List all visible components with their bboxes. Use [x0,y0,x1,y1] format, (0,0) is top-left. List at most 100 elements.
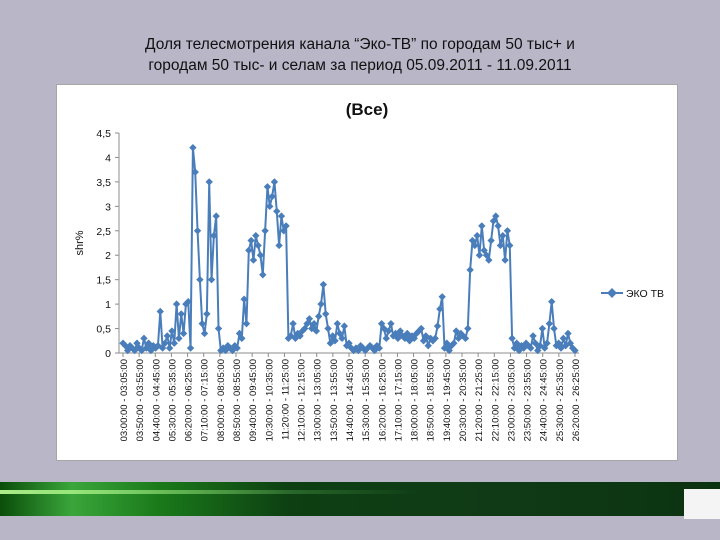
data-point [263,183,272,191]
slide-title-line-1: Доля телесмотрения канала “Эко-ТВ” по го… [145,36,575,53]
data-point [214,324,223,333]
data-point [186,344,195,352]
data-point [473,231,481,240]
y-axis-label: shr% [74,230,86,255]
data-point [508,334,516,343]
x-tick-label: 24:40:00 - 24:45:00 [539,359,550,441]
data-point [266,202,274,211]
data-point [207,275,216,284]
x-tick-label: 25:30:00 - 25:35:00 [555,359,566,441]
data-point [273,207,281,215]
x-tick-label: 16:20:00 - 16:25:00 [377,359,388,441]
legend-point-marker [607,288,617,298]
data-point [464,324,472,333]
slide-title: Доля телесмотрения канала “Эко-ТВ” по го… [0,34,720,76]
decorative-green-band [0,482,720,516]
x-tick-label: 17:10:00 - 17:15:00 [393,359,404,441]
data-point [242,319,251,328]
data-point [193,227,202,235]
data-point [254,241,262,250]
data-point [196,275,204,284]
x-tick-label: 18:00:00 - 18:05:00 [410,359,421,441]
data-point [256,251,265,259]
x-tick-label: 04:40:00 - 04:45:00 [151,359,162,441]
data-point [247,236,255,245]
data-point [471,241,479,250]
x-tick-label: 19:40:00 - 19:45:00 [442,359,453,441]
data-point [282,222,290,230]
y-tick-label: 4 [105,152,111,164]
y-tick-label: 2 [105,250,111,262]
series-line-eko-tv [122,146,576,352]
decorative-corner-block [684,489,720,519]
decorative-light-streak [0,490,420,494]
data-point [177,310,185,318]
data-point [163,332,171,340]
data-point [466,266,474,274]
y-tick-group: 0 0,5 1 1,5 2 2,5 3 3,5 4 4,5 [96,128,119,360]
data-point [270,178,279,186]
x-tick-label: 08:00:00 - 08:05:00 [216,359,227,441]
data-point [433,322,442,330]
y-tick-label: 0 [105,348,111,360]
data-point [259,271,267,279]
data-point [340,322,349,330]
data-point [571,346,579,355]
data-point [387,319,395,328]
data-point [317,300,325,308]
data-point [240,295,248,303]
data-point [487,236,495,245]
x-tick-label: 05:30:00 - 05:35:00 [167,359,178,441]
data-point [179,329,188,338]
data-point [189,143,197,152]
data-point [140,334,148,343]
x-tick-group: 03:00:00 - 03:05:00 03:50:00 - 03:55:00 04… [119,353,582,441]
x-tick-label: 06:20:00 - 06:25:00 [184,359,195,441]
x-tick-label: 15:30:00 - 15:35:00 [361,359,372,441]
data-point [461,334,470,343]
y-tick-label: 4,5 [96,128,111,140]
data-point [212,212,220,220]
chart-area: (Все) shr% 0 0,5 1 1,5 2 2,5 3 3,5 4 4,5 03:00:00… [56,84,678,461]
data-point [538,324,547,333]
line-chart: (Все) shr% 0 0,5 1 1,5 2 2,5 3 3,5 4 4,5 03:00:00… [74,100,664,441]
y-tick-label: 1,5 [96,275,111,287]
data-point [249,256,258,264]
x-tick-label: 03:00:00 - 03:05:00 [119,359,130,441]
data-point [200,329,209,338]
data-point [312,327,321,335]
x-tick-label: 11:20:00 - 11:25:00 [280,359,291,440]
data-point [156,307,164,316]
data-point [175,334,183,343]
data-point [436,305,444,313]
data-point [203,310,211,318]
y-tick-label: 0,5 [96,324,111,336]
data-point [268,192,276,201]
x-tick-label: 07:10:00 - 07:15:00 [200,359,211,441]
slide-title-line-2: городам 50 тыс- и селам за период 05.09.… [148,57,572,74]
series-group [119,143,579,355]
x-tick-label: 18:50:00 - 18:55:00 [426,359,437,441]
data-point [382,334,390,343]
data-point [450,339,458,347]
data-point [277,212,286,220]
y-tick-label: 1 [105,299,111,311]
x-tick-label: 26:20:00 - 26:25:00 [571,359,582,441]
data-point [172,300,181,308]
data-point [198,319,206,328]
x-tick-label: 12:10:00 - 12:15:00 [297,359,308,441]
data-point [289,319,297,328]
data-point [431,334,439,343]
data-point [478,222,486,230]
data-point [506,241,514,250]
x-tick-label: 22:10:00 - 22:15:00 [490,359,501,441]
data-point [496,241,505,250]
data-point [252,231,260,240]
data-point [170,339,178,347]
data-point [331,337,339,345]
data-point [233,344,241,352]
x-tick-label: 14:40:00 - 14:45:00 [345,359,356,441]
x-tick-label: 21:20:00 - 21:25:00 [474,359,485,441]
legend: ЭКО ТВ [601,288,664,300]
x-tick-label: 20:30:00 - 20:35:00 [458,359,469,441]
